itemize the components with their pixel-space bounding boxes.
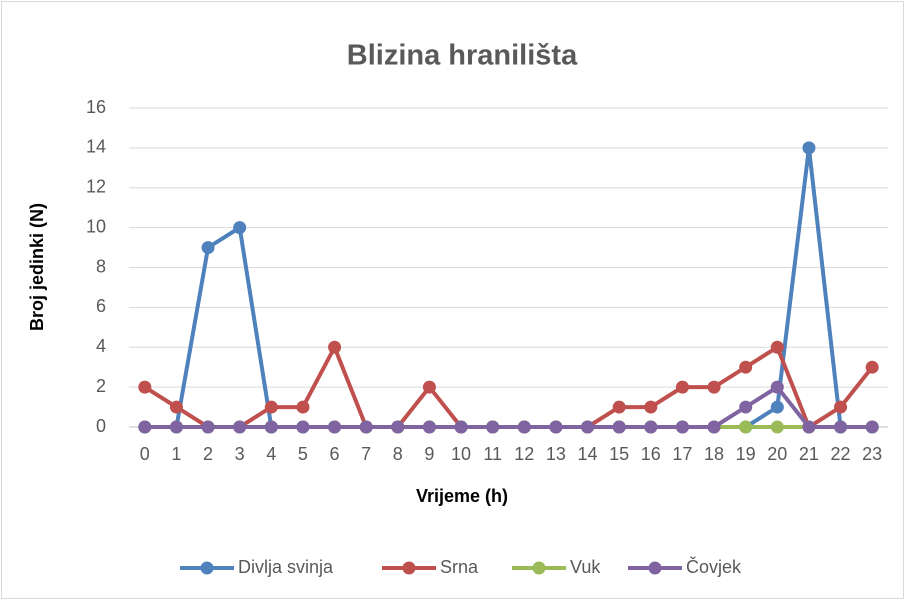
data-point: [233, 221, 247, 235]
data-point: [865, 420, 879, 434]
data-point: [612, 400, 626, 414]
data-point: [169, 400, 183, 414]
data-point: [581, 420, 595, 434]
x-tick-label: 13: [546, 444, 566, 464]
y-tick-label: 4: [96, 336, 106, 356]
x-tick-label: 15: [609, 444, 629, 464]
x-tick-label: 22: [831, 444, 851, 464]
data-point: [802, 420, 816, 434]
data-point: [359, 420, 373, 434]
data-point: [264, 400, 278, 414]
data-point: [770, 380, 784, 394]
data-point: [675, 420, 689, 434]
data-point: [612, 420, 626, 434]
data-point: [770, 340, 784, 354]
y-tick-label: 12: [86, 177, 106, 197]
y-tick-label: 6: [96, 296, 106, 316]
data-point: [834, 400, 848, 414]
x-tick-label: 3: [235, 444, 245, 464]
data-point: [770, 400, 784, 414]
data-point: [201, 241, 215, 255]
data-point: [201, 420, 215, 434]
x-tick-label: 21: [799, 444, 819, 464]
data-point: [739, 400, 753, 414]
data-point: [138, 420, 152, 434]
x-tick-label: 2: [203, 444, 213, 464]
data-point: [233, 420, 247, 434]
data-point: [296, 420, 310, 434]
x-tick-label: 20: [767, 444, 787, 464]
data-point: [391, 420, 405, 434]
data-point: [644, 420, 658, 434]
data-point: [328, 340, 342, 354]
x-tick-label: 12: [514, 444, 534, 464]
data-point: [138, 380, 152, 394]
x-tick-label: 1: [171, 444, 181, 464]
data-point: [739, 360, 753, 374]
x-tick-label: 0: [140, 444, 150, 464]
x-tick-label: 5: [298, 444, 308, 464]
x-tick-label: 23: [862, 444, 882, 464]
chart-title: Blizina hranilišta: [347, 40, 578, 72]
y-tick-label: 16: [86, 97, 106, 117]
x-tick-label: 16: [641, 444, 661, 464]
data-point: [834, 420, 848, 434]
legend-marker: [532, 561, 546, 575]
data-point: [169, 420, 183, 434]
y-tick-label: 8: [96, 256, 106, 276]
legend-label: Divlja svinja: [238, 557, 334, 577]
data-point: [707, 380, 721, 394]
x-axis-title: Vrijeme (h): [416, 486, 508, 506]
x-tick-label: 17: [672, 444, 692, 464]
x-tick-label: 11: [483, 444, 502, 464]
data-point: [644, 400, 658, 414]
y-tick-label: 14: [86, 137, 106, 157]
y-tick-label: 0: [96, 416, 106, 436]
y-axis-title: Broj jedinki (N): [27, 203, 47, 331]
x-tick-label: 10: [451, 444, 471, 464]
data-point: [296, 400, 310, 414]
legend-label: Vuk: [570, 557, 601, 577]
data-point: [675, 380, 689, 394]
x-tick-label: 14: [578, 444, 598, 464]
x-tick-label: 7: [361, 444, 371, 464]
legend-label: Čovjek: [686, 556, 742, 577]
data-point: [422, 380, 436, 394]
data-point: [739, 420, 753, 434]
data-point: [865, 360, 879, 374]
x-tick-label: 9: [424, 444, 434, 464]
data-point: [707, 420, 721, 434]
data-point: [264, 420, 278, 434]
x-tick-label: 8: [393, 444, 403, 464]
x-tick-label: 6: [330, 444, 340, 464]
legend-label: Srna: [440, 557, 479, 577]
data-point: [328, 420, 342, 434]
legend-marker: [402, 561, 416, 575]
x-tick-label: 19: [736, 444, 756, 464]
x-tick-label: 18: [704, 444, 724, 464]
data-point: [802, 141, 816, 155]
x-tick-label: 4: [266, 444, 276, 464]
legend-marker: [648, 561, 662, 575]
data-point: [454, 420, 468, 434]
data-point: [422, 420, 436, 434]
y-tick-label: 2: [96, 376, 106, 396]
y-tick-label: 10: [86, 216, 106, 236]
data-point: [549, 420, 563, 434]
data-point: [486, 420, 500, 434]
data-point: [517, 420, 531, 434]
legend-marker: [200, 561, 214, 575]
data-point: [770, 420, 784, 434]
